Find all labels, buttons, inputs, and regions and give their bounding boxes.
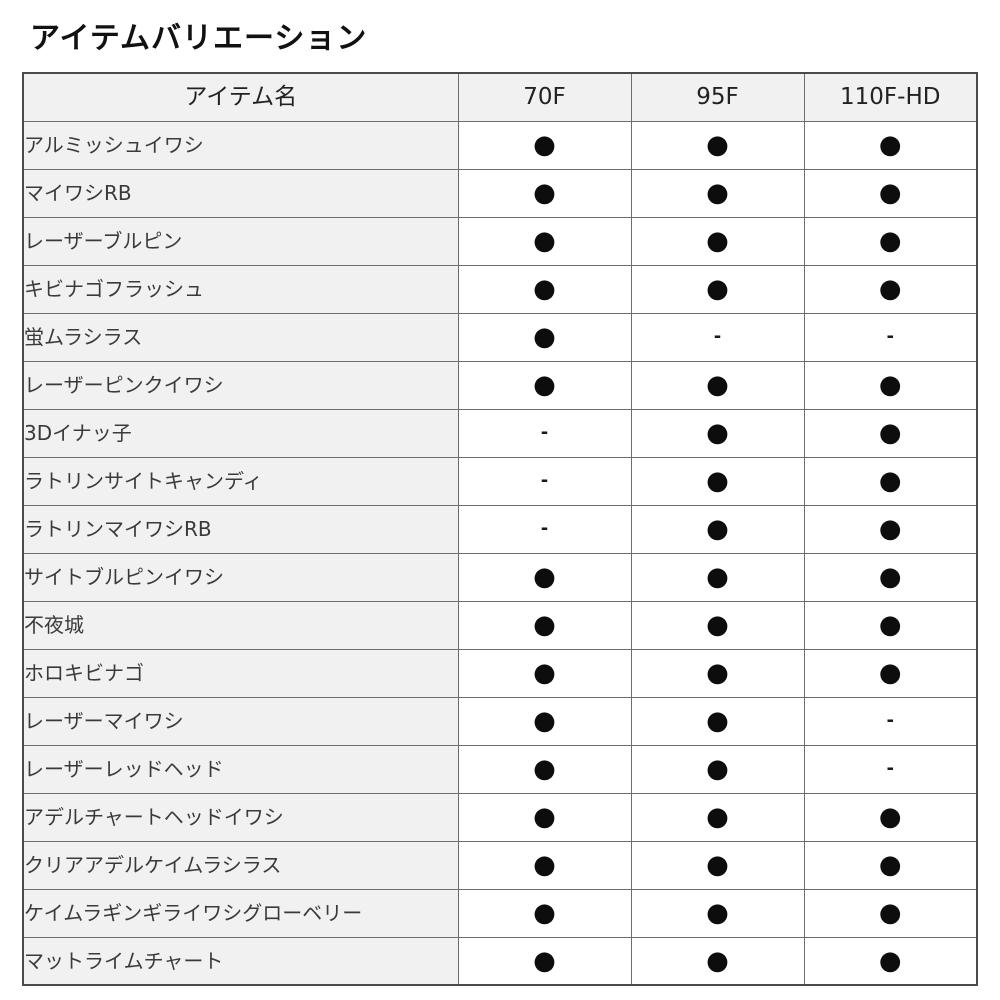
item-name-cell: ラトリンサイトキャンディ [22, 456, 459, 506]
table-row: レーザーレッドヘッド ● ● - [22, 744, 978, 794]
available-marker-cell: ● [457, 648, 632, 698]
item-name-cell: ホロキビナゴ [22, 648, 459, 698]
item-name-cell: サイトブルピンイワシ [22, 552, 459, 602]
available-marker-cell: ● [630, 696, 805, 746]
item-name-cell: マイワシRB [22, 168, 459, 218]
available-marker-cell: ● [630, 216, 805, 266]
available-marker-cell: ● [630, 456, 805, 506]
table-row: レーザーピンクイワシ ● ● ● [22, 360, 978, 410]
item-name-cell: クリアアデルケイムラシラス [22, 840, 459, 890]
table-row: サイトブルピンイワシ ● ● ● [22, 552, 978, 602]
item-variation-table: アイテム名 70F 95F 110F-HD アルミッシュイワシ ● ● ● マイワシRB… [22, 72, 978, 986]
available-marker-cell: ● [803, 408, 978, 458]
item-name-cell: アルミッシュイワシ [22, 120, 459, 170]
item-name-cell: キビナゴフラッシュ [22, 264, 459, 314]
available-marker-cell: ● [457, 888, 632, 938]
available-marker-cell: ● [803, 216, 978, 266]
available-marker-cell: ● [630, 840, 805, 890]
available-marker-cell: ● [803, 648, 978, 698]
item-name-cell: 不夜城 [22, 600, 459, 650]
item-name-cell: アデルチャートヘッドイワシ [22, 792, 459, 842]
available-marker-cell: ● [457, 936, 632, 986]
available-marker-cell: ● [457, 744, 632, 794]
available-marker-cell: ● [630, 744, 805, 794]
available-marker-cell: ● [803, 504, 978, 554]
available-marker-cell: ● [630, 600, 805, 650]
header-row: アイテム名 70F 95F 110F-HD [22, 72, 978, 122]
table-row: マイワシRB ● ● ● [22, 168, 978, 218]
unavailable-marker-cell: - [457, 456, 632, 506]
available-marker-cell: ● [803, 552, 978, 602]
available-marker-cell: ● [457, 168, 632, 218]
available-marker-cell: ● [630, 408, 805, 458]
table-row: 不夜城 ● ● ● [22, 600, 978, 650]
table-row: ホロキビナゴ ● ● ● [22, 648, 978, 698]
available-marker-cell: ● [630, 264, 805, 314]
available-marker-cell: ● [457, 552, 632, 602]
item-name-cell: レーザーレッドヘッド [22, 744, 459, 794]
available-marker-cell: ● [457, 264, 632, 314]
available-marker-cell: ● [630, 120, 805, 170]
available-marker-cell: ● [457, 696, 632, 746]
table-row: ラトリンマイワシRB - ● ● [22, 504, 978, 554]
available-marker-cell: ● [803, 888, 978, 938]
item-name-cell: 3Dイナッ子 [22, 408, 459, 458]
item-name-cell: 蛍ムラシラス [22, 312, 459, 362]
unavailable-marker-cell: - [803, 744, 978, 794]
available-marker-cell: ● [457, 840, 632, 890]
available-marker-cell: ● [803, 936, 978, 986]
column-header-item-name: アイテム名 [22, 72, 459, 122]
table-row: 蛍ムラシラス ● - - [22, 312, 978, 362]
available-marker-cell: ● [630, 168, 805, 218]
page-title: アイテムバリエーション [30, 21, 368, 56]
unavailable-marker-cell: - [803, 312, 978, 362]
unavailable-marker-cell: - [630, 312, 805, 362]
item-name-cell: レーザーブルピン [22, 216, 459, 266]
table-row: 3Dイナッ子 - ● ● [22, 408, 978, 458]
available-marker-cell: ● [457, 360, 632, 410]
available-marker-cell: ● [803, 360, 978, 410]
table-body: アルミッシュイワシ ● ● ● マイワシRB ● ● ● レーザーブルピン ● ● ● キビナゴフラッシ… [22, 120, 978, 986]
available-marker-cell: ● [457, 312, 632, 362]
table-row: レーザーマイワシ ● ● - [22, 696, 978, 746]
available-marker-cell: ● [630, 552, 805, 602]
available-marker-cell: ● [803, 120, 978, 170]
column-header-95f: 95F [630, 72, 805, 122]
table-row: マットライムチャート ● ● ● [22, 936, 978, 986]
item-name-cell: レーザーピンクイワシ [22, 360, 459, 410]
item-name-cell: ケイムラギンギライワシグローベリー [22, 888, 459, 938]
item-name-cell: ラトリンマイワシRB [22, 504, 459, 554]
table-row: アデルチャートヘッドイワシ ● ● ● [22, 792, 978, 842]
available-marker-cell: ● [457, 216, 632, 266]
column-header-110f-hd: 110F-HD [803, 72, 978, 122]
table-row: ケイムラギンギライワシグローベリー ● ● ● [22, 888, 978, 938]
available-marker-cell: ● [457, 120, 632, 170]
available-marker-cell: ● [630, 936, 805, 986]
table-row: クリアアデルケイムラシラス ● ● ● [22, 840, 978, 890]
available-marker-cell: ● [630, 648, 805, 698]
available-marker-cell: ● [630, 360, 805, 410]
available-marker-cell: ● [630, 504, 805, 554]
available-marker-cell: ● [803, 840, 978, 890]
available-marker-cell: ● [630, 792, 805, 842]
available-marker-cell: ● [803, 792, 978, 842]
available-marker-cell: ● [457, 600, 632, 650]
table-row: ラトリンサイトキャンディ - ● ● [22, 456, 978, 506]
available-marker-cell: ● [803, 264, 978, 314]
available-marker-cell: ● [457, 792, 632, 842]
available-marker-cell: ● [630, 888, 805, 938]
table-row: レーザーブルピン ● ● ● [22, 216, 978, 266]
item-name-cell: マットライムチャート [22, 936, 459, 986]
unavailable-marker-cell: - [803, 696, 978, 746]
item-name-cell: レーザーマイワシ [22, 696, 459, 746]
column-header-70f: 70F [457, 72, 632, 122]
available-marker-cell: ● [803, 168, 978, 218]
available-marker-cell: ● [803, 456, 978, 506]
table-row: キビナゴフラッシュ ● ● ● [22, 264, 978, 314]
available-marker-cell: ● [803, 600, 978, 650]
table-row: アルミッシュイワシ ● ● ● [22, 120, 978, 170]
unavailable-marker-cell: - [457, 408, 632, 458]
unavailable-marker-cell: - [457, 504, 632, 554]
